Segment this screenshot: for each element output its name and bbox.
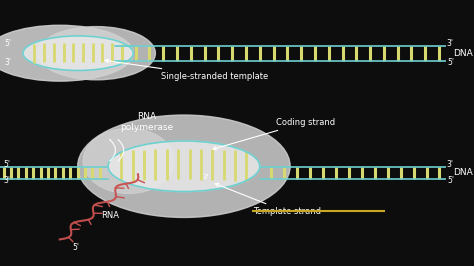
Text: DNA: DNA <box>453 168 473 177</box>
Text: 3': 3' <box>447 160 454 169</box>
Text: 3': 3' <box>202 174 209 180</box>
Text: DNA: DNA <box>453 49 473 58</box>
Text: RNA
polymerase: RNA polymerase <box>120 112 173 132</box>
Text: 5': 5' <box>3 160 10 169</box>
Ellipse shape <box>83 128 174 194</box>
Text: Single-stranded template: Single-stranded template <box>105 59 268 81</box>
Text: RNA: RNA <box>101 211 119 220</box>
Text: Template strand: Template strand <box>215 183 321 217</box>
Text: 5': 5' <box>73 243 79 252</box>
Text: 5': 5' <box>5 39 11 48</box>
Ellipse shape <box>38 27 155 80</box>
Ellipse shape <box>108 141 260 192</box>
Text: 5': 5' <box>447 176 454 185</box>
Text: Coding strand: Coding strand <box>213 118 335 150</box>
Ellipse shape <box>23 36 133 70</box>
Text: 3': 3' <box>447 39 454 48</box>
Text: 3': 3' <box>3 176 10 185</box>
Text: 5': 5' <box>447 58 454 67</box>
Ellipse shape <box>0 25 133 81</box>
Ellipse shape <box>78 115 290 218</box>
Text: 3': 3' <box>5 58 11 67</box>
